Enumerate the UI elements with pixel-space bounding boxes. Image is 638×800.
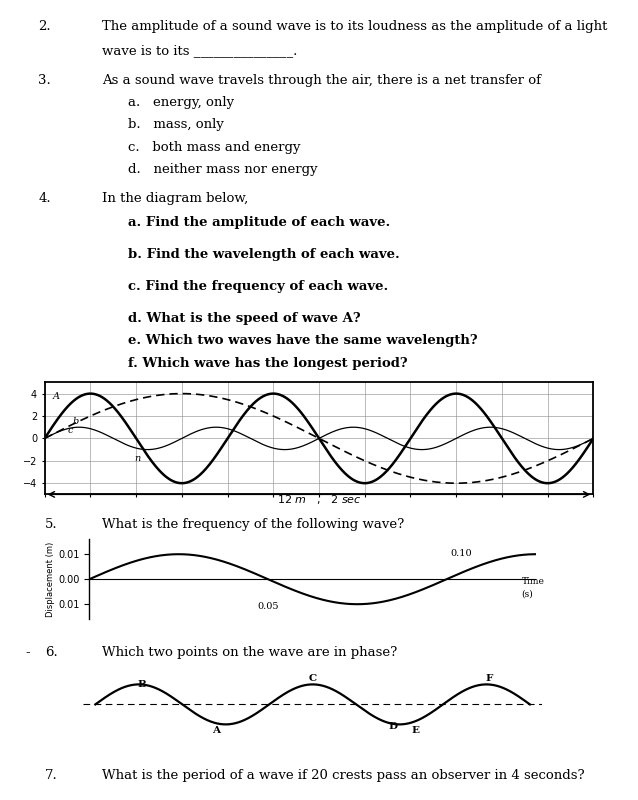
Text: The amplitude of a sound wave is to its loudness as the amplitude of a light: The amplitude of a sound wave is to its … <box>102 20 607 33</box>
Text: 6.: 6. <box>45 646 57 659</box>
Text: b. Find the wavelength of each wave.: b. Find the wavelength of each wave. <box>128 248 399 261</box>
Text: 3.: 3. <box>38 74 51 86</box>
Text: -: - <box>26 646 30 659</box>
Text: d.   neither mass nor energy: d. neither mass nor energy <box>128 163 317 176</box>
Y-axis label: Displacement (m): Displacement (m) <box>47 542 56 617</box>
Text: B: B <box>137 681 146 690</box>
Text: 0.10: 0.10 <box>450 549 471 558</box>
Text: f. Which wave has the longest period?: f. Which wave has the longest period? <box>128 357 407 370</box>
Text: c.   both mass and energy: c. both mass and energy <box>128 141 300 154</box>
Text: a.   energy, only: a. energy, only <box>128 96 234 109</box>
Text: Time: Time <box>522 577 544 586</box>
Text: 7.: 7. <box>45 769 57 782</box>
Text: c. Find the frequency of each wave.: c. Find the frequency of each wave. <box>128 280 388 293</box>
Text: 2.: 2. <box>38 20 51 33</box>
Text: c: c <box>68 426 73 435</box>
Text: e. Which two waves have the same wavelength?: e. Which two waves have the same wavelen… <box>128 334 477 347</box>
Text: D: D <box>389 722 398 731</box>
Text: $\mathit{12\ m}$   ,   $\mathit{2\ sec}$: $\mathit{12\ m}$ , $\mathit{2\ sec}$ <box>277 493 361 506</box>
Text: b: b <box>72 417 78 426</box>
Text: In the diagram below,: In the diagram below, <box>102 192 248 205</box>
Text: n: n <box>134 454 140 463</box>
Text: Which two points on the wave are in phase?: Which two points on the wave are in phas… <box>102 646 397 659</box>
Text: 0.05: 0.05 <box>257 602 279 610</box>
Text: wave is to its _______________.: wave is to its _______________. <box>102 44 297 57</box>
Text: 4.: 4. <box>38 192 51 205</box>
Text: What is the frequency of the following wave?: What is the frequency of the following w… <box>102 518 404 531</box>
Text: What is the period of a wave if 20 crests pass an observer in 4 seconds?: What is the period of a wave if 20 crest… <box>102 769 584 782</box>
Text: As a sound wave travels through the air, there is a net transfer of: As a sound wave travels through the air,… <box>102 74 541 86</box>
Text: d. What is the speed of wave A?: d. What is the speed of wave A? <box>128 312 360 325</box>
Text: a. Find the amplitude of each wave.: a. Find the amplitude of each wave. <box>128 216 390 229</box>
Text: A: A <box>212 726 220 735</box>
Text: b.   mass, only: b. mass, only <box>128 118 223 131</box>
Text: C: C <box>309 674 316 683</box>
Text: (s): (s) <box>522 590 533 598</box>
Text: E: E <box>411 726 419 735</box>
Text: F: F <box>486 674 493 683</box>
Text: 5.: 5. <box>45 518 57 531</box>
Text: A: A <box>53 392 60 402</box>
